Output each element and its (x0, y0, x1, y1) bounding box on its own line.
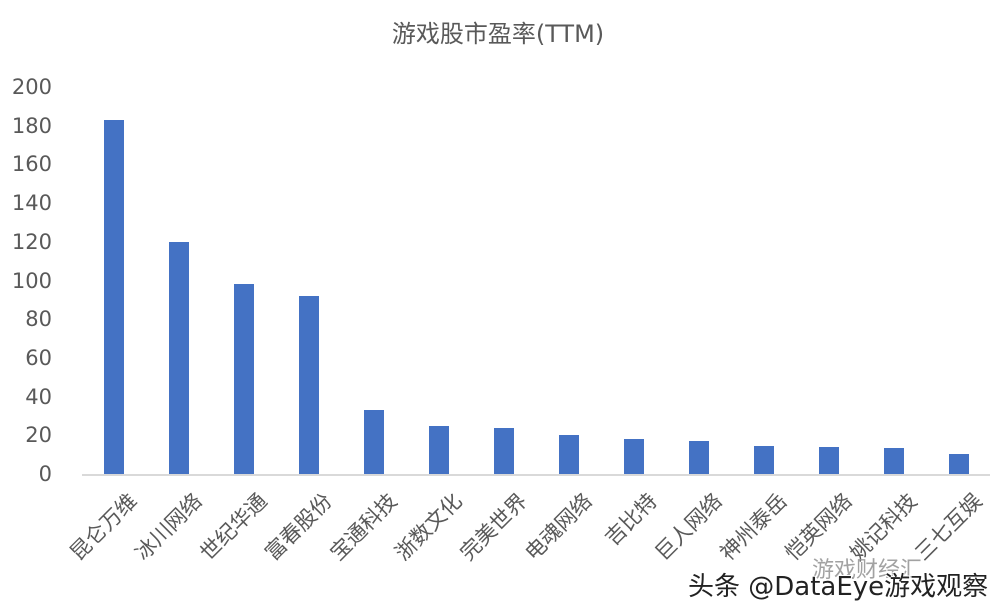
bar (494, 427, 514, 474)
bar (689, 441, 709, 474)
y-tick-label: 60 (25, 345, 52, 370)
bar (949, 453, 969, 474)
bar (884, 447, 904, 474)
x-tick-label: 浙数文化 (390, 488, 467, 566)
bar (299, 295, 319, 474)
bar (364, 410, 384, 474)
y-tick-label: 120 (11, 229, 52, 254)
y-tick-label: 140 (11, 191, 52, 216)
bar (169, 241, 189, 474)
x-tick-label: 电魂网络 (520, 488, 597, 566)
x-tick-label: 完美世界 (455, 488, 532, 566)
x-tick-label: 昆仑万维 (65, 488, 142, 566)
y-tick-label: 160 (11, 152, 52, 177)
bar (429, 425, 449, 474)
y-tick-label: 40 (25, 384, 52, 409)
bar (234, 284, 254, 474)
chart-title: 游戏股市盈率(TTM) (391, 20, 605, 48)
y-tick-label: 200 (11, 75, 52, 99)
y-tick-label: 20 (25, 423, 52, 448)
bar (104, 119, 124, 474)
bar (624, 439, 644, 474)
watermark: 头条 @DataEye游戏观察 (688, 572, 989, 602)
x-tick-label: 冰川网络 (130, 488, 207, 566)
bar (754, 445, 774, 474)
x-axis-line (82, 474, 990, 476)
x-tick-label: 世纪华通 (195, 488, 272, 566)
x-tick-label: 宝通科技 (325, 488, 402, 566)
x-tick-label: 富春股份 (260, 488, 337, 566)
y-tick-label: 100 (11, 268, 52, 293)
y-tick-label: 180 (11, 113, 52, 138)
bar (559, 435, 579, 474)
y-tick-label: 0 (38, 462, 52, 486)
x-tick-label: 神州泰岳 (715, 488, 792, 566)
watermark-secondary: 游戏财经汇 (812, 558, 923, 583)
x-tick-label: 巨人网络 (650, 488, 727, 566)
bar (819, 446, 839, 474)
y-tick-label: 80 (25, 307, 52, 332)
